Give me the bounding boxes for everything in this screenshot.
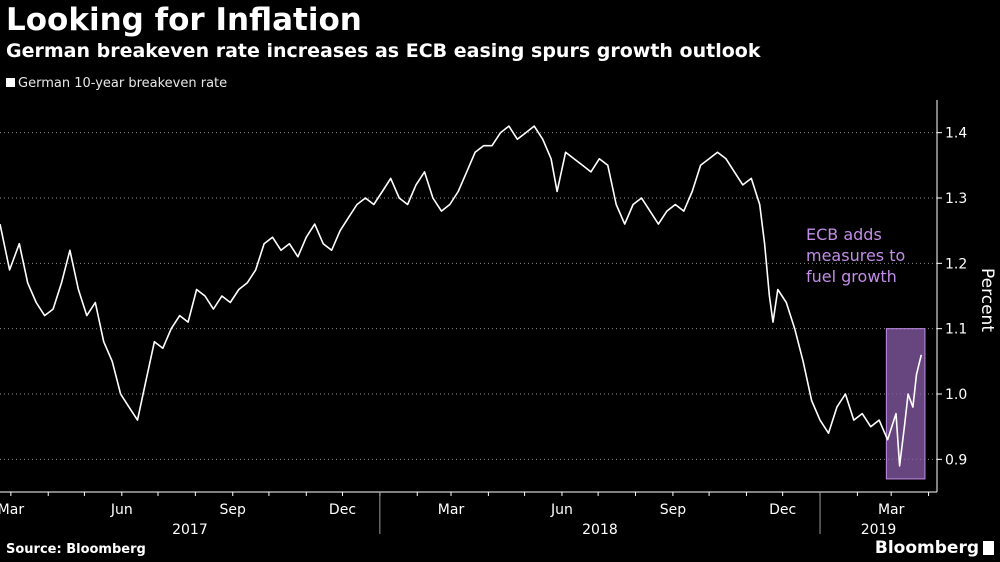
- series-line-0: [0, 125, 923, 467]
- brand-mark-icon: [983, 541, 994, 555]
- x-tick-label-1: Jun: [110, 502, 133, 518]
- source-note: Source: Bloomberg: [6, 542, 146, 557]
- x-tick-label-2: Sep: [220, 502, 247, 518]
- brand-name: Bloomberg: [874, 538, 979, 558]
- legend: German 10-year breakeven rate: [6, 76, 227, 91]
- x-tick-label-7: Dec: [769, 502, 796, 518]
- y-axis-label: Percent: [977, 268, 997, 332]
- highlight-region: [885, 328, 926, 480]
- legend-swatch: [6, 78, 15, 87]
- year-label-2018: 2018: [582, 522, 618, 538]
- y-tick-label-1.1: 1.1: [945, 322, 967, 338]
- year-label-2017: 2017: [172, 522, 208, 538]
- y-tick-label-1.2: 1.2: [945, 256, 967, 272]
- series-lines: [0, 125, 923, 467]
- tick-labels: 0.9 1.0 1.1 1.2 1.3 1.4 Mar Jun Sep Dec Mar Jun Sep D…: [0, 126, 967, 538]
- x-tick-label-8: Mar: [878, 502, 905, 518]
- x-tick-label-0: Mar: [0, 502, 24, 518]
- gridlines: [0, 132, 937, 460]
- x-tick-label-6: Sep: [660, 502, 687, 518]
- annotation-line-2: measures to: [806, 246, 905, 265]
- x-tick-label-3: Dec: [329, 502, 356, 518]
- y-tick-label-1.3: 1.3: [945, 191, 967, 207]
- chart-subtitle: German breakeven rate increases as ECB e…: [6, 40, 761, 62]
- y-tick-label-0.9: 0.9: [945, 452, 967, 468]
- year-label-2019: 2019: [861, 522, 897, 538]
- x-tick-label-4: Mar: [438, 502, 465, 518]
- x-tick-label-5: Jun: [550, 502, 573, 518]
- highlight-box: [885, 328, 926, 480]
- axes: [0, 100, 942, 534]
- bloomberg-logo: Bloomberg: [875, 538, 994, 558]
- y-tick-label-1.0: 1.0: [945, 387, 967, 403]
- chart-title: Looking for Inflation: [6, 2, 362, 38]
- annotation-line-1: ECB adds: [806, 225, 882, 244]
- legend-label: German 10-year breakeven rate: [18, 76, 228, 91]
- y-tick-label-1.4: 1.4: [945, 126, 967, 142]
- annotation-line-3: fuel growth: [806, 267, 897, 286]
